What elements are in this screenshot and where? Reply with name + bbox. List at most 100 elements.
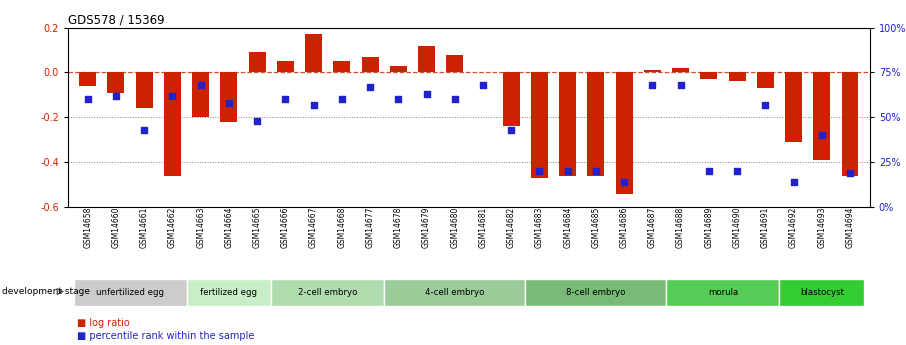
Point [504,127,518,132]
Bar [277,61,294,72]
Text: 2-cell embryo: 2-cell embryo [298,288,357,297]
Point [109,93,123,99]
Text: GSM14667: GSM14667 [309,207,318,248]
Point [278,97,293,102]
Text: GSM14665: GSM14665 [253,207,262,248]
Bar [136,72,152,108]
Bar [842,72,859,176]
Bar [667,279,779,306]
Bar [220,72,237,122]
Point [137,127,151,132]
Text: ■ percentile rank within the sample: ■ percentile rank within the sample [77,332,255,341]
Point [419,91,434,97]
Text: 4-cell embryo: 4-cell embryo [425,288,485,297]
Bar [700,72,718,79]
Bar [79,72,96,86]
Text: GSM14658: GSM14658 [83,207,92,248]
Point [730,168,745,174]
Bar [384,279,525,306]
Bar [779,279,864,306]
Text: GSM14693: GSM14693 [817,207,826,248]
Bar [644,70,660,72]
Text: fertilized egg: fertilized egg [200,288,257,297]
Bar [672,68,689,72]
Text: GSM14684: GSM14684 [564,207,573,248]
Text: GSM14660: GSM14660 [111,207,120,248]
Bar [757,72,774,88]
Point [391,97,406,102]
Text: GSM14688: GSM14688 [676,207,685,248]
Bar [525,279,667,306]
Text: unfertilized egg: unfertilized egg [96,288,164,297]
Point [306,102,321,108]
Text: ■ log ratio: ■ log ratio [77,318,130,327]
Point [617,179,631,185]
Bar [271,279,384,306]
Text: GSM14679: GSM14679 [422,207,431,248]
Text: GSM14681: GSM14681 [478,207,487,248]
Bar [305,34,322,72]
Text: GSM14663: GSM14663 [196,207,205,248]
Point [448,97,462,102]
Bar [728,72,746,81]
Text: GSM14661: GSM14661 [140,207,149,248]
Bar [616,72,632,194]
Bar [73,279,187,306]
Point [814,132,829,138]
Bar [361,57,379,72]
Text: GDS578 / 15369: GDS578 / 15369 [68,13,165,27]
Text: GSM14691: GSM14691 [761,207,770,248]
Bar [390,66,407,72]
Text: GSM14692: GSM14692 [789,207,798,248]
Point [843,170,857,176]
Point [758,102,773,108]
Point [532,168,546,174]
Bar [531,72,548,178]
Point [645,82,660,88]
Text: GSM14678: GSM14678 [394,207,403,248]
Text: morula: morula [708,288,738,297]
Bar [814,72,830,160]
Text: GSM14689: GSM14689 [704,207,713,248]
Bar [192,72,209,117]
Text: development stage: development stage [2,287,90,296]
Point [476,82,490,88]
Bar [418,46,435,72]
Point [589,168,603,174]
Point [222,100,236,106]
Bar [248,52,265,72]
Text: GSM14668: GSM14668 [337,207,346,248]
Bar [786,72,802,142]
Point [362,84,377,90]
Point [193,82,207,88]
Text: blastocyst: blastocyst [800,288,843,297]
Text: GSM14666: GSM14666 [281,207,290,248]
Text: GSM14694: GSM14694 [845,207,854,248]
Text: GSM14662: GSM14662 [168,207,177,248]
Text: GSM14664: GSM14664 [225,207,234,248]
Bar [187,279,271,306]
Text: GSM14690: GSM14690 [733,207,742,248]
Bar [333,61,351,72]
Point [250,118,265,124]
Point [701,168,716,174]
Bar [108,72,124,92]
Text: 8-cell embryo: 8-cell embryo [566,288,625,297]
Text: GSM14677: GSM14677 [365,207,374,248]
Point [81,97,95,102]
Point [561,168,575,174]
Bar [447,55,463,72]
Point [786,179,801,185]
Bar [587,72,604,176]
Text: GSM14680: GSM14680 [450,207,459,248]
Text: GSM14687: GSM14687 [648,207,657,248]
Text: GSM14686: GSM14686 [620,207,629,248]
Text: GSM14683: GSM14683 [535,207,544,248]
Point [334,97,349,102]
Point [165,93,179,99]
Point [673,82,688,88]
Bar [164,72,181,176]
Bar [503,72,520,126]
Bar [559,72,576,176]
Text: GSM14685: GSM14685 [592,207,601,248]
